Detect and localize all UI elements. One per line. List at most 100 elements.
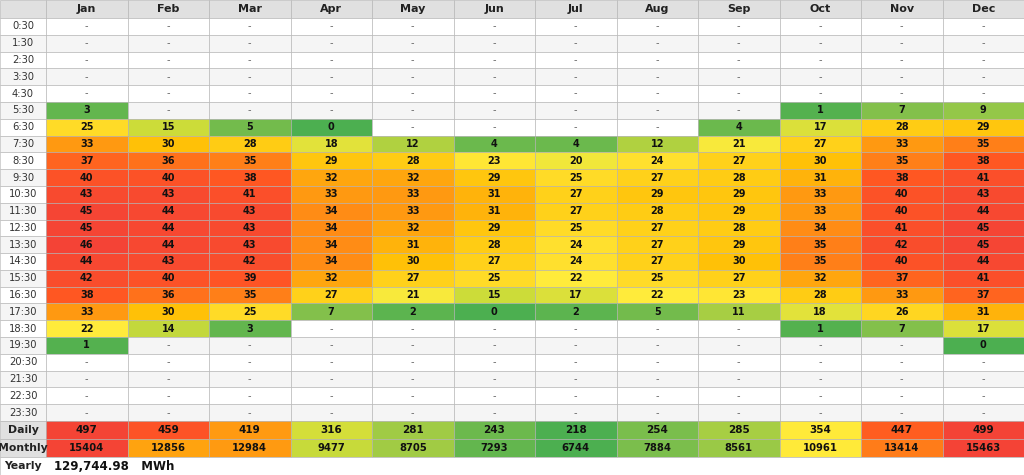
Text: -: - [330,38,333,48]
Bar [209,135,291,152]
Text: 15404: 15404 [70,443,104,453]
Text: -: - [167,408,170,418]
Bar [46,236,128,253]
Text: 29: 29 [487,172,501,182]
Text: 34: 34 [325,240,338,250]
Bar [372,404,454,421]
Bar [942,68,1024,85]
Bar [698,270,779,287]
Text: -: - [167,55,170,65]
Bar [779,219,861,236]
Text: 17:30: 17:30 [9,307,37,317]
Bar [209,102,291,119]
Bar [535,85,616,102]
Bar [779,304,861,320]
Bar [698,85,779,102]
Text: 36: 36 [162,156,175,166]
Bar [942,388,1024,404]
Text: 25: 25 [243,307,256,317]
Bar [46,219,128,236]
Text: -: - [493,323,496,333]
Bar [128,404,209,421]
Text: -: - [411,408,415,418]
Bar [291,135,372,152]
Bar [291,287,372,304]
Text: -: - [818,374,822,384]
Bar [698,18,779,35]
Bar [291,52,372,68]
Text: 40: 40 [162,172,175,182]
Bar [209,169,291,186]
Bar [942,404,1024,421]
Text: 35: 35 [895,156,908,166]
Bar [616,203,698,219]
Text: 6744: 6744 [562,443,590,453]
Text: 43: 43 [243,240,256,250]
Text: 27: 27 [569,190,583,200]
Bar [128,421,209,439]
Bar [209,388,291,404]
Bar [942,35,1024,52]
Text: -: - [981,374,985,384]
Text: 21:30: 21:30 [9,374,37,384]
Text: -: - [493,408,496,418]
Bar [372,102,454,119]
Bar [779,68,861,85]
Text: -: - [85,391,88,401]
Text: 24: 24 [650,156,664,166]
Text: -: - [574,374,578,384]
Text: 12: 12 [650,139,664,149]
Bar [779,287,861,304]
Text: 7: 7 [328,307,335,317]
Bar [209,287,291,304]
Bar [535,404,616,421]
Bar [861,404,942,421]
Bar [209,253,291,270]
Bar [454,287,535,304]
Text: -: - [818,391,822,401]
Text: -: - [330,357,333,367]
Bar [861,287,942,304]
Text: 23: 23 [487,156,501,166]
Text: -: - [981,88,985,99]
Bar [779,404,861,421]
Text: 4: 4 [735,122,742,132]
Text: Mar: Mar [238,4,262,14]
Bar [0,370,46,388]
Bar [454,270,535,287]
Text: 7293: 7293 [480,443,508,453]
Bar [779,18,861,35]
Text: 354: 354 [809,425,831,435]
Bar [698,439,779,457]
Bar [128,320,209,337]
Bar [698,102,779,119]
Bar [128,370,209,388]
Bar [0,135,46,152]
Text: 9477: 9477 [317,443,345,453]
Bar [128,219,209,236]
Bar [942,236,1024,253]
Text: 15: 15 [162,122,175,132]
Text: -: - [330,88,333,99]
Bar [861,439,942,457]
Text: Aug: Aug [645,4,670,14]
Bar [616,102,698,119]
Text: -: - [574,391,578,401]
Bar [942,102,1024,119]
Bar [942,219,1024,236]
Bar [942,354,1024,370]
Bar [372,203,454,219]
Text: 14: 14 [162,323,175,333]
Bar [0,304,46,320]
Bar [372,320,454,337]
Text: 20: 20 [569,156,583,166]
Text: 20:30: 20:30 [9,357,37,367]
Text: 8561: 8561 [725,443,753,453]
Text: 32: 32 [813,273,827,283]
Bar [942,119,1024,135]
Bar [128,52,209,68]
Text: 1:30: 1:30 [12,38,34,48]
Bar [46,18,128,35]
Bar [454,253,535,270]
Text: 129,744.98   MWh: 129,744.98 MWh [54,459,174,473]
